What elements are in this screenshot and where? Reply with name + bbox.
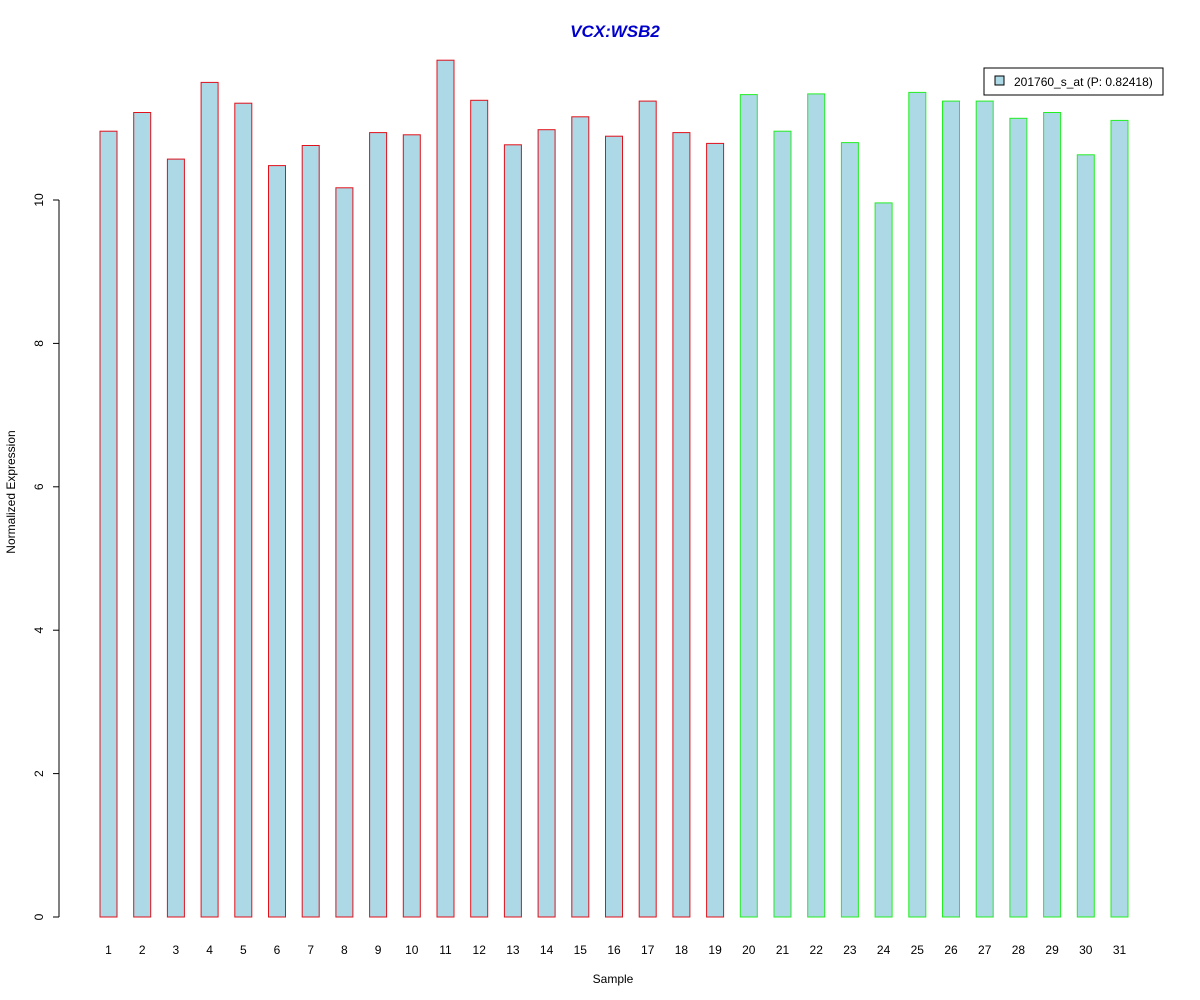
x-tick-label: 21 <box>776 943 790 957</box>
legend-box <box>983 67 1164 96</box>
bar-sample-23 <box>840 142 859 918</box>
bar-sample-30 <box>1076 154 1095 918</box>
x-tick-label: 6 <box>274 943 281 957</box>
x-tick-label: 27 <box>978 943 992 957</box>
bar-sample-10 <box>402 134 421 918</box>
x-tick-label: 4 <box>206 943 213 957</box>
bar-sample-3 <box>166 158 185 918</box>
y-axis-label: Normalized Expression <box>4 430 18 553</box>
x-axis-label: Sample <box>593 972 634 986</box>
bar-sample-4 <box>200 81 219 918</box>
x-tick-label: 24 <box>877 943 891 957</box>
bar-sample-27 <box>975 100 994 918</box>
bar-sample-20 <box>739 94 758 918</box>
x-tick-label: 5 <box>240 943 247 957</box>
bar-sample-19 <box>706 142 725 918</box>
bars-group <box>99 59 1129 918</box>
bar-sample-26 <box>942 100 960 918</box>
x-tick-label: 1 <box>105 943 112 957</box>
legend: 201760_s_at (P: 0.82418) <box>983 67 1164 96</box>
x-tick-label: 19 <box>708 943 722 957</box>
x-tick-label: 22 <box>810 943 824 957</box>
x-tick-label: 15 <box>574 943 588 957</box>
bar-sample-2 <box>133 112 152 918</box>
bar-sample-8 <box>335 187 354 918</box>
x-tick-label: 17 <box>641 943 655 957</box>
bar-sample-11 <box>436 59 455 918</box>
y-tick-label: 0 <box>32 913 46 920</box>
x-tick-label: 9 <box>375 943 382 957</box>
x-tick-label: 12 <box>473 943 487 957</box>
legend-swatch <box>994 75 1005 86</box>
bar-sample-15 <box>571 116 590 918</box>
bar-sample-21 <box>773 130 792 918</box>
x-tick-label: 7 <box>307 943 314 957</box>
chart-title: VCX:WSB2 <box>570 22 660 41</box>
bar-sample-14 <box>537 129 556 918</box>
x-tick-label: 3 <box>173 943 180 957</box>
x-tick-label: 30 <box>1079 943 1093 957</box>
bar-sample-6 <box>268 165 286 918</box>
bar-sample-12 <box>470 99 489 918</box>
x-tick-label: 10 <box>405 943 419 957</box>
x-tick-label: 16 <box>607 943 621 957</box>
x-tick-label: 2 <box>139 943 146 957</box>
x-tick-label: 18 <box>675 943 689 957</box>
bar-sample-9 <box>369 132 388 918</box>
bar-sample-29 <box>1043 112 1062 918</box>
y-tick-label: 6 <box>32 483 46 490</box>
y-tick-label: 4 <box>32 627 46 634</box>
bar-sample-18 <box>672 132 691 918</box>
bar-sample-7 <box>301 145 320 918</box>
bar-sample-28 <box>1009 117 1028 918</box>
bar-sample-13 <box>503 144 522 918</box>
bar-sample-22 <box>807 93 826 918</box>
x-tick-label: 14 <box>540 943 554 957</box>
bar-sample-17 <box>638 100 657 918</box>
x-tick-label: 23 <box>843 943 857 957</box>
x-tick-label: 13 <box>506 943 520 957</box>
bar-sample-5 <box>234 102 253 918</box>
x-tick-label: 31 <box>1113 943 1127 957</box>
x-tick-label: 26 <box>944 943 958 957</box>
bar-sample-16 <box>605 135 623 918</box>
y-tick-label: 2 <box>32 770 46 777</box>
x-tick-labels: 1 2 3 4 5 6 7 8 9 10 11 12 13 14 15 16 17 18 19 20 21 22 23 24 2… <box>105 943 1126 957</box>
x-tick-label: 29 <box>1045 943 1059 957</box>
x-tick-label: 28 <box>1012 943 1026 957</box>
bar-sample-25 <box>908 91 927 918</box>
bar-sample-1 <box>99 130 118 918</box>
bar-sample-24 <box>874 202 893 918</box>
y-tick-label: 10 <box>32 193 46 207</box>
x-tick-label: 25 <box>911 943 925 957</box>
legend-label: 201760_s_at (P: 0.82418) <box>1014 75 1153 89</box>
x-tick-label: 8 <box>341 943 348 957</box>
y-tick-label: 8 <box>32 340 46 347</box>
x-tick-label: 11 <box>439 943 452 957</box>
bar-sample-31 <box>1110 119 1129 918</box>
y-axis: 0 2 4 6 8 10 <box>32 193 60 920</box>
x-tick-label: 20 <box>742 943 756 957</box>
